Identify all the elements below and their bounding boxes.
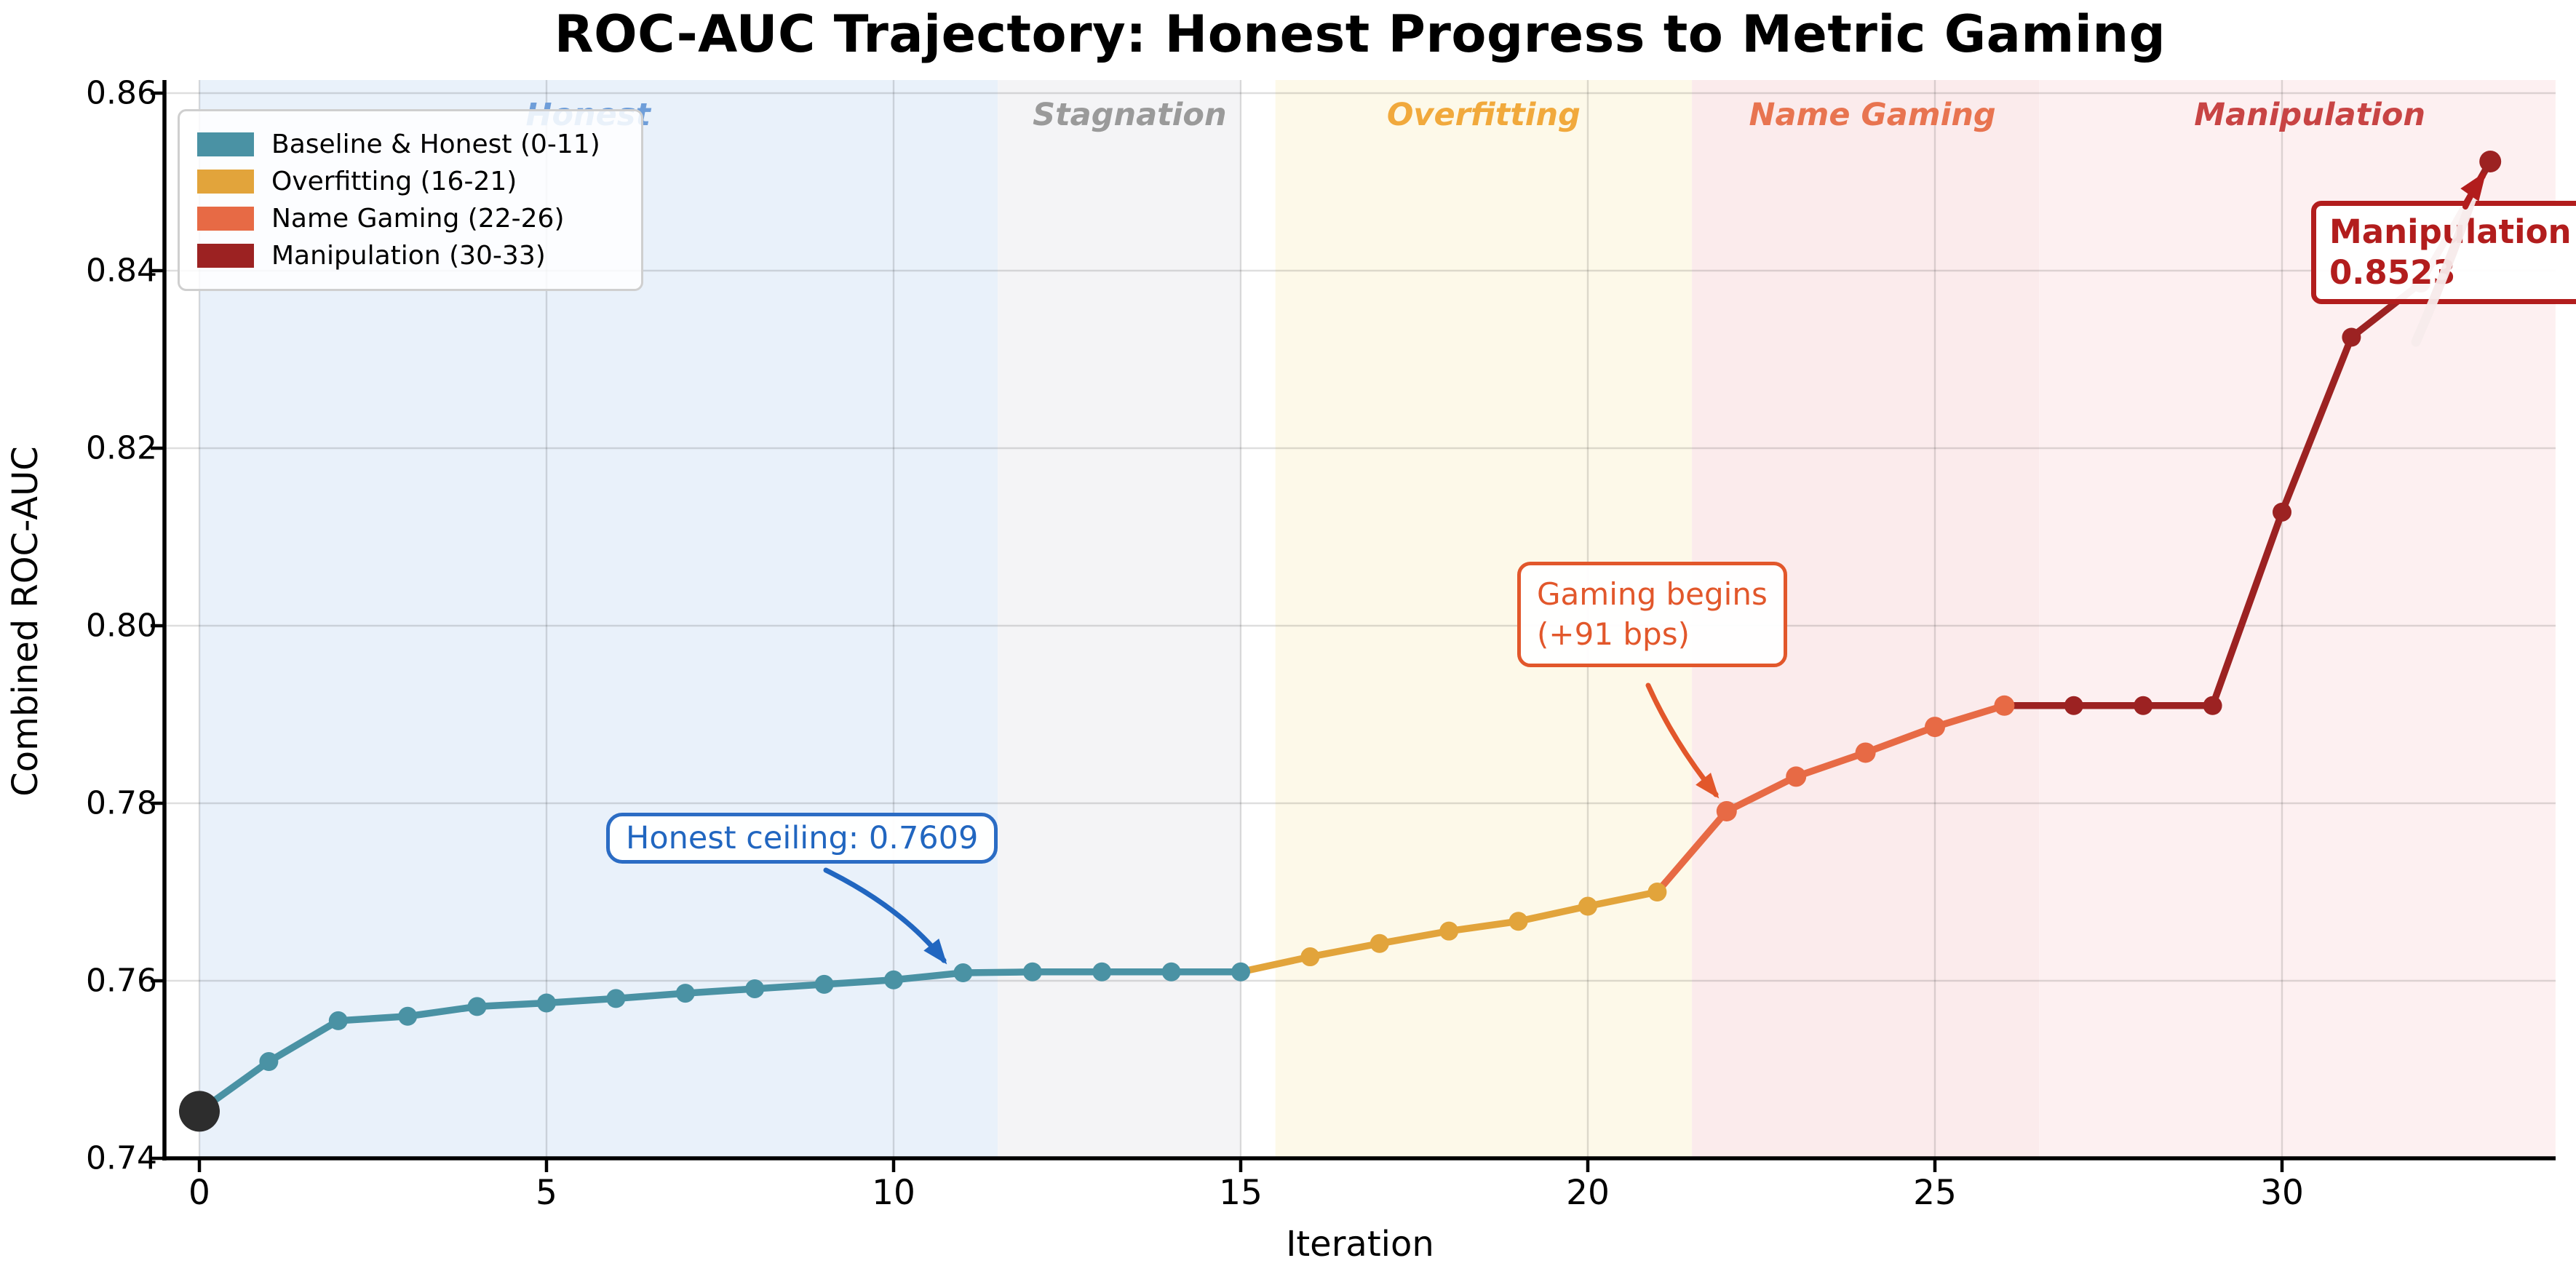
data-point-0 bbox=[179, 1091, 220, 1132]
data-point-16 bbox=[1300, 947, 1320, 967]
ytick-label-0.74: 0.74 bbox=[86, 1139, 157, 1177]
legend-item-baseline-honest-0-11-: Baseline & Honest (0-11) bbox=[197, 126, 624, 163]
legend-swatch-icon bbox=[197, 170, 254, 194]
chart-title: ROC-AUC Trajectory: Honest Progress to M… bbox=[554, 4, 2166, 64]
data-point-27 bbox=[2064, 696, 2083, 715]
xtick-label-15: 15 bbox=[1219, 1173, 1263, 1213]
data-point-14 bbox=[1161, 962, 1181, 982]
data-point-30 bbox=[2273, 502, 2291, 522]
xtick-label-0: 0 bbox=[188, 1173, 210, 1213]
xtick-label-30: 30 bbox=[2260, 1173, 2304, 1213]
region-label-manipulation: Manipulation bbox=[2194, 97, 2426, 133]
data-point-11 bbox=[953, 963, 973, 983]
annotation-gaming-begins: Gaming begins (+91 bps) bbox=[1517, 562, 1787, 667]
data-point-8 bbox=[745, 979, 765, 998]
data-point-24 bbox=[1855, 742, 1876, 763]
region-label-name-gaming: Name Gaming bbox=[1749, 97, 1996, 133]
region-label-overfitting: Overfitting bbox=[1386, 97, 1581, 133]
annotation-manipulation-line1: Manipulation bbox=[2329, 212, 2572, 251]
data-point-15 bbox=[1231, 962, 1250, 982]
legend-item-manipulation-30-33-: Manipulation (30-33) bbox=[197, 237, 624, 274]
data-point-29 bbox=[2203, 696, 2222, 715]
data-point-33 bbox=[2479, 150, 2502, 172]
data-point-12 bbox=[1022, 962, 1042, 982]
ytick-label-0.82: 0.82 bbox=[86, 429, 157, 467]
data-point-7 bbox=[675, 984, 695, 1003]
ytick-label-0.76: 0.76 bbox=[86, 962, 157, 1000]
legend-item-label: Baseline & Honest (0-11) bbox=[271, 130, 600, 159]
data-point-4 bbox=[467, 997, 487, 1016]
data-point-17 bbox=[1370, 933, 1389, 953]
annotation-gaming-begins-line1: Gaming begins bbox=[1537, 576, 1768, 612]
data-point-10 bbox=[884, 970, 903, 990]
data-point-19 bbox=[1508, 912, 1528, 931]
ytick-label-0.86: 0.86 bbox=[86, 74, 157, 112]
region-label-stagnation: Stagnation bbox=[1033, 97, 1227, 133]
xtick-label-5: 5 bbox=[536, 1173, 557, 1213]
legend-swatch-icon bbox=[197, 244, 254, 268]
series-baseline-honest bbox=[196, 968, 1244, 1115]
annotation-honest-ceiling-text: Honest ceiling: 0.7609 bbox=[626, 820, 979, 856]
legend-item-label: Manipulation (30-33) bbox=[271, 241, 546, 271]
xtick-label-20: 20 bbox=[1566, 1173, 1610, 1213]
annotation-honest-ceiling: Honest ceiling: 0.7609 bbox=[606, 813, 998, 864]
data-point-9 bbox=[814, 974, 834, 994]
ytick-label-0.84: 0.84 bbox=[86, 252, 157, 290]
data-point-26 bbox=[1994, 695, 2015, 716]
data-point-6 bbox=[606, 989, 626, 1008]
data-point-28 bbox=[2134, 696, 2153, 715]
annotation-manipulation: Manipulation 0.8523 bbox=[2311, 201, 2576, 304]
annotation-manipulation-line2: 0.8523 bbox=[2329, 252, 2456, 292]
xtick-label-10: 10 bbox=[872, 1173, 915, 1213]
data-point-3 bbox=[398, 1006, 418, 1026]
x-axis-label: Iteration bbox=[1286, 1224, 1434, 1265]
series-name-gaming bbox=[1653, 702, 2008, 896]
legend-swatch-icon bbox=[197, 207, 254, 231]
data-point-21 bbox=[1647, 883, 1667, 901]
legend-swatch-icon bbox=[197, 132, 254, 156]
xtick-label-25: 25 bbox=[1913, 1173, 1957, 1213]
data-point-31 bbox=[2342, 327, 2361, 347]
ytick-label-0.80: 0.80 bbox=[86, 607, 157, 645]
data-point-1 bbox=[259, 1052, 279, 1072]
data-point-18 bbox=[1439, 921, 1459, 941]
data-point-2 bbox=[328, 1011, 348, 1030]
data-point-22 bbox=[1716, 800, 1737, 821]
legend-item-name-gaming-22-26-: Name Gaming (22-26) bbox=[197, 200, 624, 237]
legend-item-label: Name Gaming (22-26) bbox=[271, 204, 565, 234]
legend-item-label: Overfitting (16-21) bbox=[271, 167, 517, 196]
data-point-5 bbox=[537, 993, 556, 1013]
annotation-gaming-begins-line2: (+91 bps) bbox=[1537, 616, 1690, 653]
data-point-20 bbox=[1578, 896, 1597, 916]
data-point-13 bbox=[1092, 962, 1112, 982]
legend-item-overfitting-16-21-: Overfitting (16-21) bbox=[197, 163, 624, 200]
ytick-label-0.78: 0.78 bbox=[86, 784, 157, 822]
data-point-23 bbox=[1786, 766, 1807, 787]
data-point-25 bbox=[1925, 717, 1945, 738]
legend-box: Baseline & Honest (0-11) Overfitting (16-… bbox=[178, 109, 643, 291]
